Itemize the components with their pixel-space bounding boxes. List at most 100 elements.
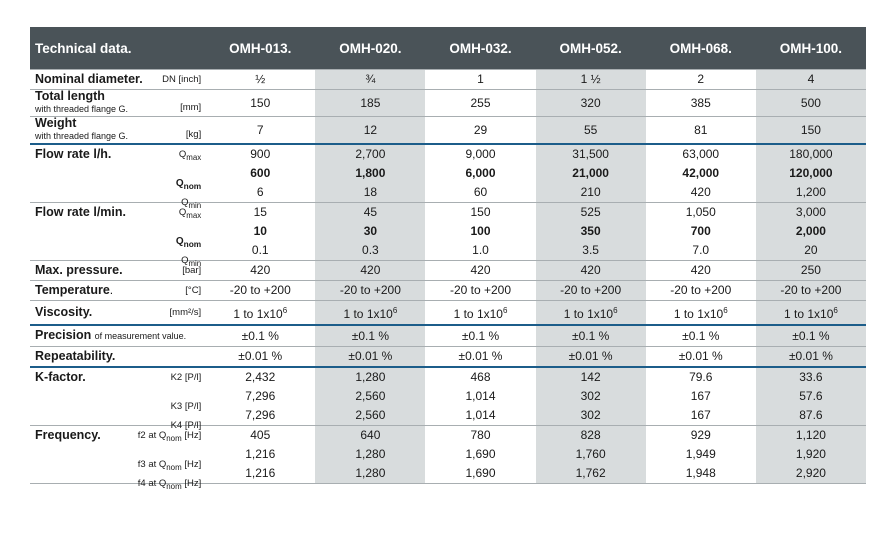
cell: 1 bbox=[425, 69, 536, 90]
cell: 3,000 bbox=[755, 202, 866, 222]
cell: ±0.1 % bbox=[315, 324, 426, 347]
cell: 420 bbox=[315, 260, 426, 281]
cell: ±0.1 % bbox=[645, 324, 756, 347]
cell: ±0.01 % bbox=[425, 346, 536, 367]
cell: ±0.01 % bbox=[315, 346, 426, 367]
row-label: Qnom bbox=[175, 235, 202, 249]
model-header: OMH-068. bbox=[645, 27, 756, 70]
cell: 81 bbox=[645, 116, 756, 144]
cell: -20 to +200 bbox=[315, 280, 426, 301]
viscosity-row: Viscosity. [mm²/s] 1 to 1x106 1 to 1x106 … bbox=[30, 300, 866, 325]
cell: 500 bbox=[755, 89, 866, 117]
row-label: f3 at Qnom [Hz] bbox=[137, 458, 202, 472]
cell: ½ bbox=[205, 69, 316, 90]
cell: 420 bbox=[690, 185, 711, 199]
cell: 1,050 bbox=[645, 202, 756, 222]
cell: 828 bbox=[535, 425, 646, 445]
kfactor-k2-row: K-factor. K2 [P/l] 2,432 1,280 468 142 79… bbox=[30, 366, 866, 387]
cell: 30 bbox=[315, 222, 426, 241]
cell: 900 bbox=[205, 143, 316, 164]
cell: 63,000 bbox=[645, 143, 756, 164]
cell: 420 bbox=[205, 260, 316, 281]
cell: 1,014 bbox=[465, 389, 496, 403]
cell: 9,000 bbox=[425, 143, 536, 164]
cell: 12 bbox=[315, 116, 426, 144]
total-length-row: Total length with threaded flange G. [mm] … bbox=[30, 89, 866, 117]
cell: 302 bbox=[535, 387, 646, 406]
cell: 1,948 bbox=[645, 464, 756, 484]
cell: 150 bbox=[755, 116, 866, 144]
cell: ±0.1 % bbox=[425, 324, 536, 347]
cell: 250 bbox=[755, 260, 866, 281]
cell: 1 to 1x106 bbox=[755, 300, 866, 325]
row-label: Flow rate l/min. Qmax bbox=[30, 202, 206, 222]
cell: 420 bbox=[425, 260, 536, 281]
cell: 20 bbox=[755, 241, 866, 261]
technical-data-sheet: Technical data. OMH-013. OMH-020. OMH-03… bbox=[30, 27, 866, 490]
cell: 929 bbox=[645, 425, 756, 445]
flow-min-min-row: Qmin 0.1 0.3 1.0 3.5 7.0 20 bbox=[30, 241, 866, 267]
cell: 350 bbox=[535, 222, 646, 241]
model-header: OMH-100. bbox=[755, 27, 866, 70]
cell: 100 bbox=[470, 224, 491, 238]
cell: 60 bbox=[473, 185, 488, 199]
cell: 1,690 bbox=[425, 464, 536, 484]
cell: 640 bbox=[315, 425, 426, 445]
cell: 4 bbox=[755, 69, 866, 90]
cell: 167 bbox=[690, 408, 711, 422]
cell: 1,200 bbox=[755, 183, 866, 203]
cell: 700 bbox=[690, 224, 711, 238]
cell: 1,762 bbox=[535, 464, 646, 484]
cell: 2 bbox=[645, 69, 756, 90]
model-header: OMH-020. bbox=[315, 27, 426, 70]
cell: 1 to 1x106 bbox=[425, 300, 536, 325]
cell: ±0.01 % bbox=[205, 346, 316, 367]
row-label: Total length with threaded flange G. [mm] bbox=[30, 89, 206, 117]
cell: 255 bbox=[425, 89, 536, 117]
table-title: Technical data. bbox=[30, 27, 206, 70]
cell: 2,560 bbox=[315, 387, 426, 406]
cell: -20 to +200 bbox=[535, 280, 646, 301]
cell: 180,000 bbox=[755, 143, 866, 164]
cell: -20 to +200 bbox=[755, 280, 866, 301]
cell: 57.6 bbox=[755, 387, 866, 406]
cell: 7 bbox=[205, 116, 316, 144]
cell: 21,000 bbox=[535, 164, 646, 183]
cell: 1,280 bbox=[315, 464, 426, 484]
cell: 7,296 bbox=[245, 389, 276, 403]
cell: 1.0 bbox=[472, 243, 489, 257]
cell: -20 to +200 bbox=[645, 280, 756, 301]
cell: 6 bbox=[256, 185, 264, 199]
model-header: OMH-013. bbox=[205, 27, 316, 70]
cell: ±0.01 % bbox=[535, 346, 646, 367]
row-label: Flow rate l/h. Qmax bbox=[30, 143, 206, 164]
cell: 0.1 bbox=[251, 243, 269, 257]
cell: ±0.1 % bbox=[205, 324, 316, 347]
cell: 385 bbox=[645, 89, 756, 117]
header-row: Technical data. OMH-013. OMH-020. OMH-03… bbox=[30, 27, 866, 70]
cell: -20 to +200 bbox=[425, 280, 536, 301]
row-label: Repeatability. bbox=[30, 346, 206, 367]
cell: 1,280 bbox=[315, 366, 426, 387]
cell: 1,014 bbox=[465, 408, 496, 422]
row-label: Qnom bbox=[175, 177, 202, 191]
row-label: f4 at Qnom [Hz] bbox=[30, 464, 206, 490]
cell: 7.0 bbox=[692, 243, 710, 257]
cell: 320 bbox=[535, 89, 646, 117]
cell: 0.3 bbox=[315, 241, 426, 261]
cell: 210 bbox=[535, 183, 646, 203]
flow-h-nom-row: Qnom 600 1,800 6,000 21,000 42,000 120,0… bbox=[30, 164, 866, 191]
cell: 142 bbox=[535, 366, 646, 387]
nominal-diameter-row: Nominal diameter. DN [inch] ½ ¾ 1 1 ½ 2 4 bbox=[30, 69, 866, 90]
row-label: Viscosity. [mm²/s] bbox=[30, 300, 206, 325]
cell: 150 bbox=[205, 89, 316, 117]
cell: 1 to 1x106 bbox=[315, 300, 426, 325]
cell: 2,560 bbox=[315, 406, 426, 426]
cell: 2,920 bbox=[755, 464, 866, 484]
flow-min-nom-row: Qnom 10 30 100 350 700 2,000 bbox=[30, 222, 866, 249]
temperature-row: Temperature. [°C] -20 to +200 -20 to +200… bbox=[30, 280, 866, 301]
frequency-f4-row: f4 at Qnom [Hz] 1,216 1,280 1,690 1,762 … bbox=[30, 464, 866, 490]
row-label: Weight with threaded flange G. [kg] bbox=[30, 116, 206, 144]
cell: ±0.01 % bbox=[755, 346, 866, 367]
cell: 185 bbox=[315, 89, 426, 117]
